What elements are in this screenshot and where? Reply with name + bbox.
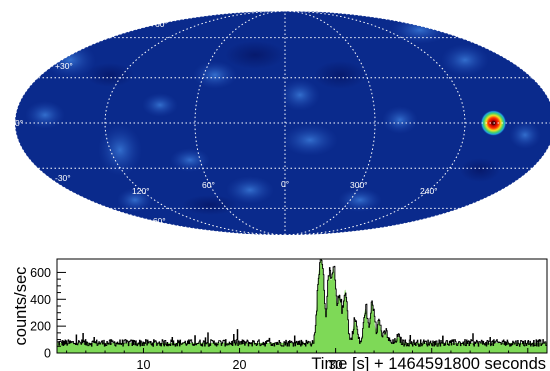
y-axis-title: counts/sec <box>12 267 30 346</box>
sky-border <box>14 10 550 236</box>
sky-intensity-layer <box>25 11 541 215</box>
sky-structure-15 <box>382 106 418 134</box>
sky-structure-13 <box>280 79 320 111</box>
sky-structure-4 <box>282 124 338 156</box>
sky-map: +60° +30° 0° -30° -60° 120° 60° 0° 300° … <box>14 10 550 236</box>
lon-label-240: 240° <box>420 186 438 196</box>
x-tick-label-10: 10 <box>137 358 151 371</box>
sky-structure-11 <box>25 101 65 129</box>
graticule <box>15 11 550 235</box>
graticule-meridian--60 <box>284 11 376 235</box>
y-tick-label-600: 600 <box>30 266 51 280</box>
sky-void-1 <box>314 61 366 89</box>
step-line-series <box>57 258 547 347</box>
lat-label-plus60: +60° <box>150 19 168 29</box>
sky-void-3 <box>460 158 500 182</box>
lat-label-minus60: -60° <box>150 216 166 226</box>
lat-label-0: 0° <box>15 118 23 128</box>
x-tick-label-20: 20 <box>233 358 247 371</box>
sky-void-2 <box>182 195 238 215</box>
lon-label-0: 0° <box>281 179 289 189</box>
lon-label-120: 120° <box>132 186 150 196</box>
graticule-meridian-120 <box>104 11 286 235</box>
lon-label-60: 60° <box>202 180 215 190</box>
sky-structure-0 <box>65 11 125 38</box>
lat-label-minus30: -30° <box>55 173 71 183</box>
lat-label-plus30: +30° <box>55 61 73 71</box>
sky-structure-3 <box>193 61 237 89</box>
y-tick-label-0: 0 <box>44 347 51 361</box>
sky-structure-8 <box>170 148 210 172</box>
light-curve-data <box>57 258 547 353</box>
y-tick-label-200: 200 <box>30 320 51 334</box>
sky-structure-12 <box>509 121 541 149</box>
sky-structure-6 <box>226 176 274 204</box>
sky-structure-10 <box>338 188 382 212</box>
x-tick-label-30: 30 <box>329 358 343 371</box>
sky-structure-14 <box>142 93 178 117</box>
axis-ticks <box>57 271 548 354</box>
graticule-meridian--120 <box>284 11 466 235</box>
sky-void-4 <box>86 63 134 87</box>
sky-structure-9 <box>441 44 489 76</box>
graticule-meridian-60 <box>194 11 286 235</box>
sky-structure-5 <box>390 16 450 44</box>
lon-label-300: 300° <box>350 180 368 190</box>
y-tick-label-400: 400 <box>30 293 51 307</box>
sky-structure-7 <box>117 188 153 212</box>
x-axis-title: Time [s] + 1464591800 seconds <box>311 355 546 371</box>
sky-void-0 <box>225 41 285 69</box>
sky-structure-1 <box>98 124 142 176</box>
light-curve: 0 200 400 600 10 20 30 Time [s] + 146459… <box>12 258 548 371</box>
